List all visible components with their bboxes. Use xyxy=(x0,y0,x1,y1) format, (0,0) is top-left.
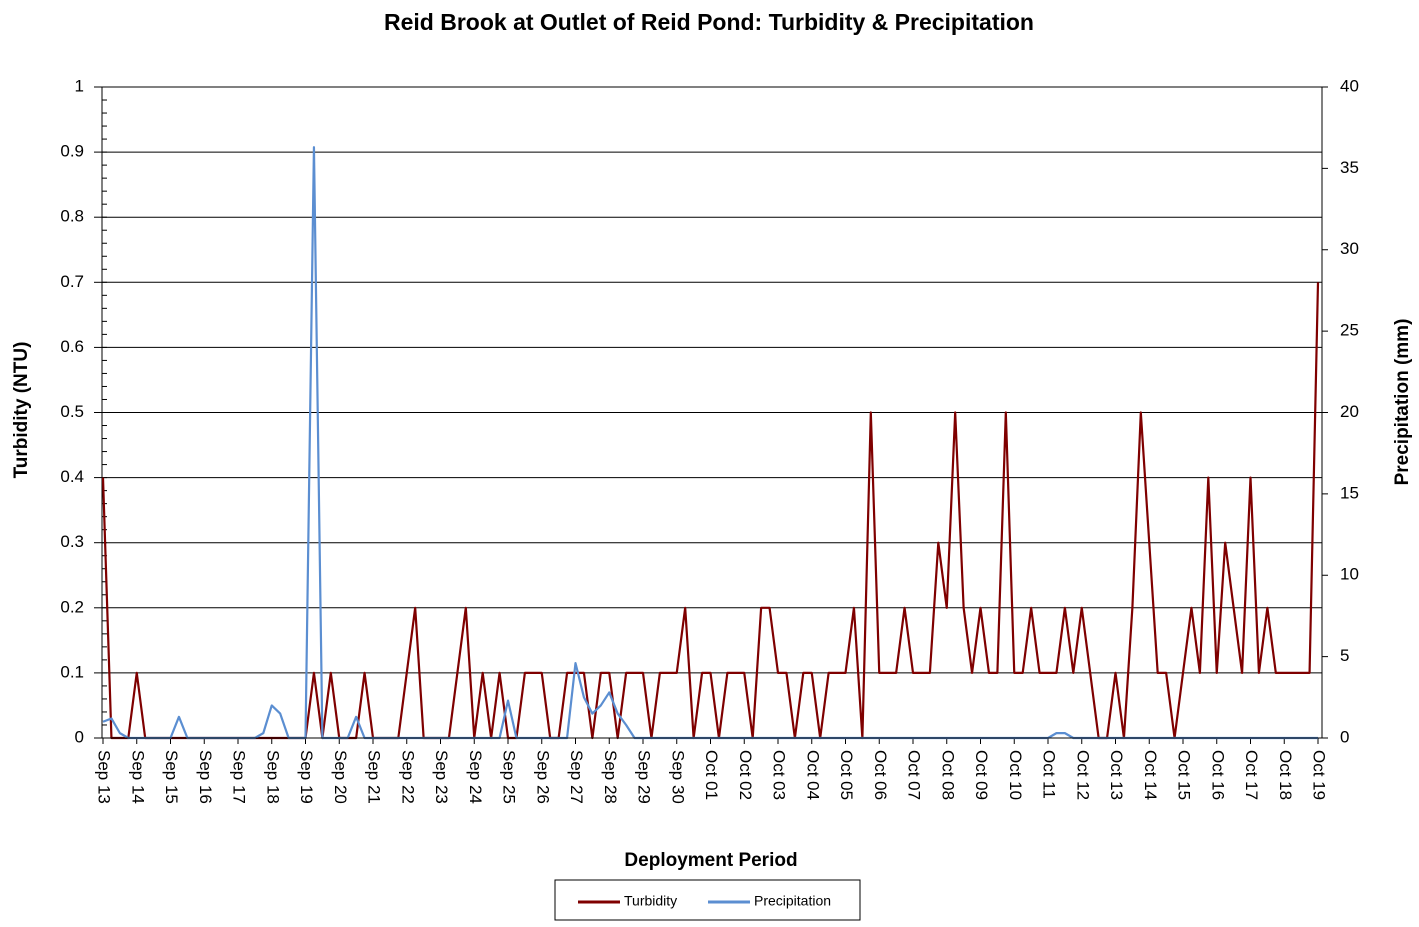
x-tick-label: Sep 20 xyxy=(331,750,350,804)
x-tick-label: Sep 30 xyxy=(668,750,687,804)
y2-tick-label: 25 xyxy=(1340,321,1359,340)
x-axis-title: Deployment Period xyxy=(624,850,797,871)
y-tick-label: 0.6 xyxy=(60,337,84,356)
x-tick-label: Oct 03 xyxy=(770,750,789,800)
x-tick-label: Sep 17 xyxy=(230,750,249,804)
y-tick-label: 0.9 xyxy=(60,142,84,161)
y-tick-label: 0.2 xyxy=(60,597,84,616)
y-tick-label: 0.3 xyxy=(60,532,84,551)
x-tick-label: Sep 15 xyxy=(162,750,181,804)
x-tick-label: Oct 09 xyxy=(972,750,991,800)
x-tick-label: Oct 11 xyxy=(1040,750,1059,799)
x-tick-label: Sep 14 xyxy=(128,750,147,804)
chart-title: Reid Brook at Outlet of Reid Pond: Turbi… xyxy=(384,9,1034,35)
y-axis-title: Turbidity (NTU) xyxy=(11,342,32,479)
x-tick-label: Sep 26 xyxy=(533,750,552,804)
x-tick-label: Oct 04 xyxy=(803,750,822,800)
y2-axis-title: Precipitation (mm) xyxy=(1392,319,1413,486)
x-tick-label: Oct 17 xyxy=(1242,750,1261,800)
y-tick-label: 1 xyxy=(75,76,84,95)
y2-tick-label: 0 xyxy=(1340,727,1349,746)
y-tick-label: 0.4 xyxy=(60,467,84,486)
x-tick-label: Sep 25 xyxy=(500,750,519,804)
x-tick-label: Oct 18 xyxy=(1276,750,1295,800)
x-tick-label: Oct 14 xyxy=(1141,750,1160,800)
x-tick-label: Sep 21 xyxy=(365,750,384,804)
x-tick-label: Oct 15 xyxy=(1175,750,1194,800)
x-tick-label: Oct 02 xyxy=(736,750,755,800)
x-tick-label: Oct 01 xyxy=(702,750,721,800)
x-tick-label: Oct 19 xyxy=(1310,750,1329,800)
x-tick-label: Oct 07 xyxy=(905,750,924,800)
x-tick-label: Sep 24 xyxy=(466,750,485,804)
y2-tick-label: 40 xyxy=(1340,76,1359,95)
x-tick-label: Oct 08 xyxy=(938,750,957,800)
x-tick-label: Sep 27 xyxy=(567,750,586,804)
x-tick-label: Sep 19 xyxy=(297,750,316,804)
y2-tick-label: 15 xyxy=(1340,483,1359,502)
x-tick-label: Oct 05 xyxy=(837,750,856,800)
y-tick-label: 0.8 xyxy=(60,207,84,226)
x-tick-label: Sep 16 xyxy=(196,750,215,804)
legend-label: Precipitation xyxy=(754,893,831,909)
y2-tick-label: 30 xyxy=(1340,239,1359,258)
x-tick-label: Sep 22 xyxy=(398,750,417,804)
legend-box xyxy=(554,879,861,921)
x-tick-label: Sep 13 xyxy=(95,750,114,804)
x-tick-label: Oct 13 xyxy=(1107,750,1126,800)
y-tick-label: 0.7 xyxy=(60,272,84,291)
y-tick-label: 0.1 xyxy=(60,662,84,681)
series-line xyxy=(102,146,1318,740)
x-tick-label: Oct 10 xyxy=(1006,750,1025,800)
series-line xyxy=(101,282,1320,740)
x-tick-label: Oct 12 xyxy=(1073,750,1092,800)
x-tick-label: Sep 18 xyxy=(263,750,282,804)
x-tick-label: Sep 29 xyxy=(635,750,654,804)
x-tick-label: Oct 06 xyxy=(871,750,890,800)
legend-label: Turbidity xyxy=(624,893,677,909)
y2-tick-label: 20 xyxy=(1340,402,1359,421)
y2-tick-label: 10 xyxy=(1340,565,1359,584)
y2-tick-label: 35 xyxy=(1340,158,1359,177)
y-tick-label: 0.5 xyxy=(60,402,84,421)
x-tick-label: Sep 28 xyxy=(601,750,620,804)
x-tick-label: Sep 23 xyxy=(432,750,451,804)
y-tick-label: 0 xyxy=(75,727,84,746)
y2-tick-label: 5 xyxy=(1340,646,1349,665)
x-tick-label: Oct 16 xyxy=(1208,750,1227,800)
